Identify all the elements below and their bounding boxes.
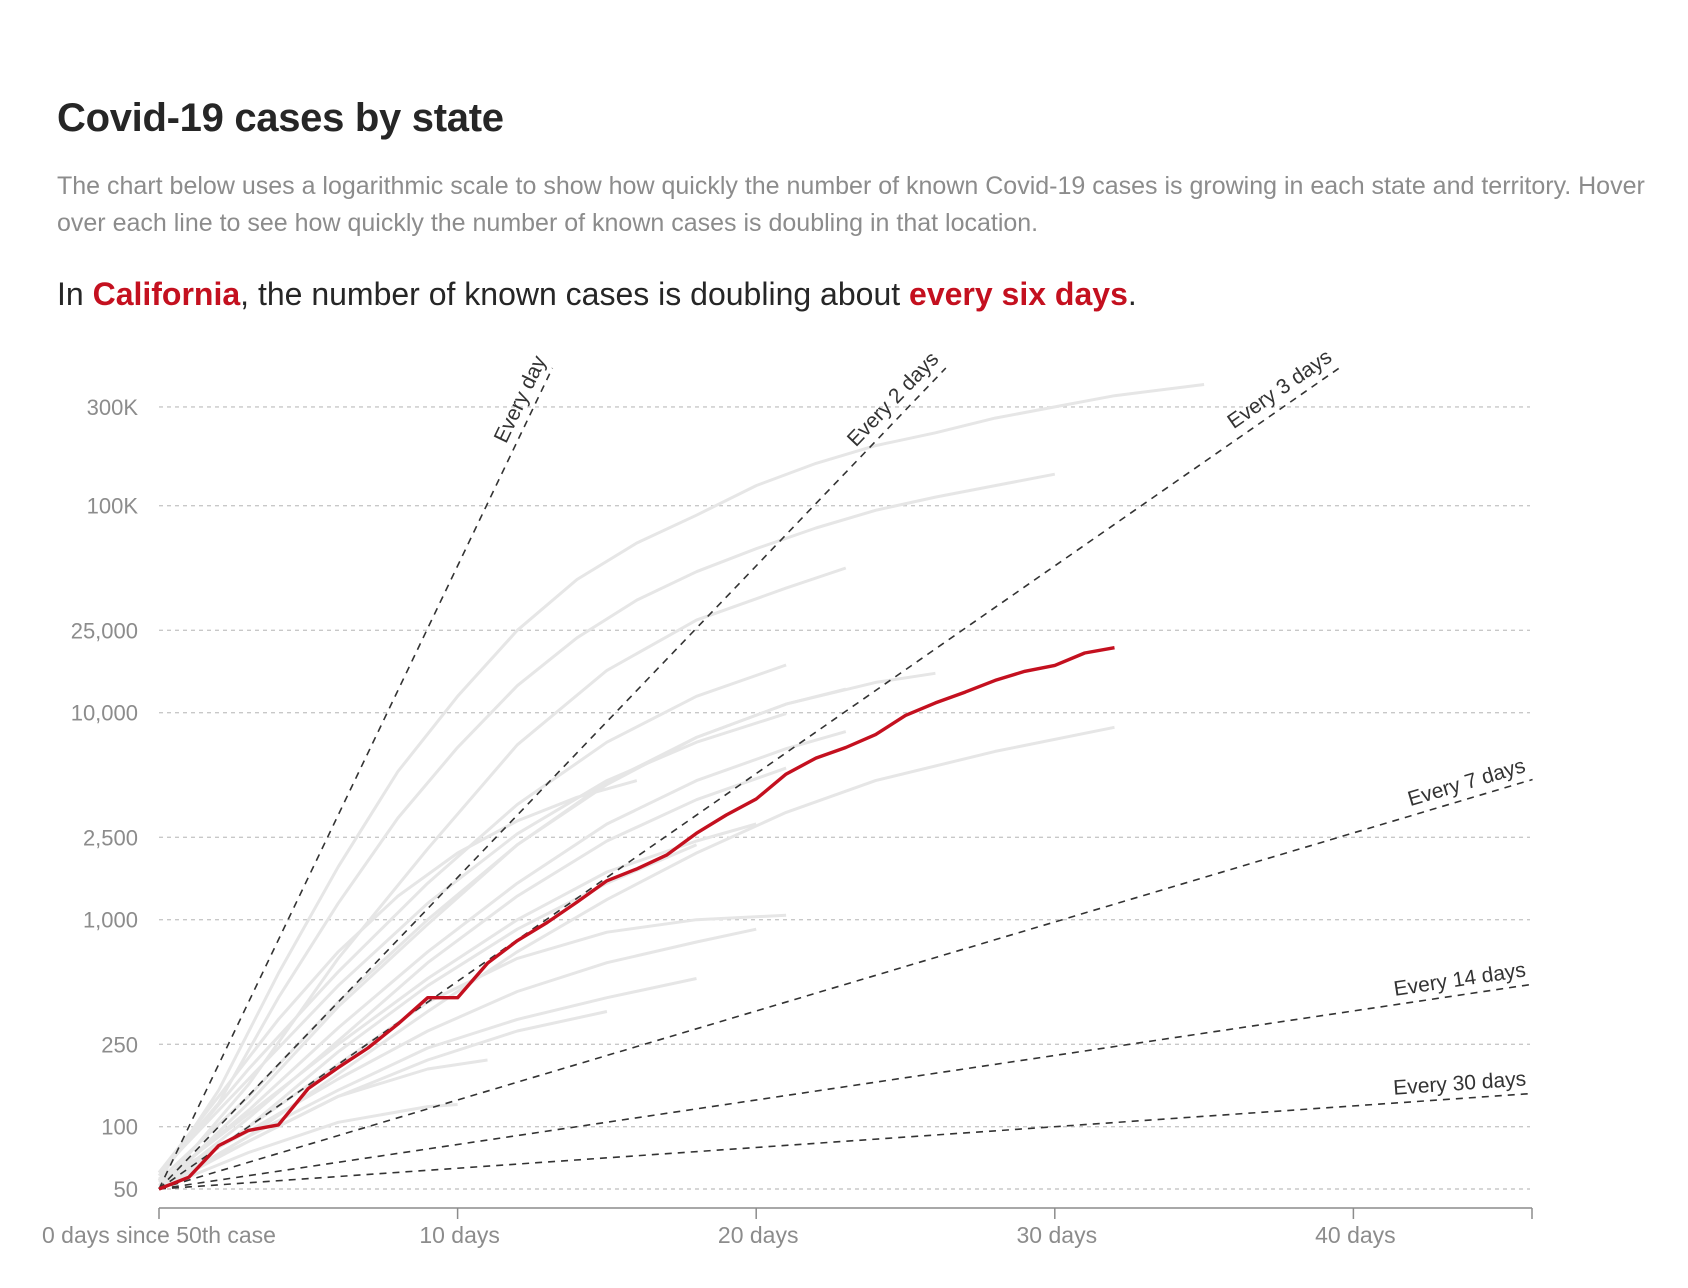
state-line-12[interactable]	[158, 977, 697, 1191]
y-axis-ticks: 50 100 250 1,000 2,500 10,000 25,000 100K 300K	[71, 395, 139, 1202]
x-tick-label-3: 30 days	[1017, 1222, 1098, 1248]
state-line-17[interactable]	[158, 1010, 608, 1191]
y-tick-label-0: 50	[114, 1177, 138, 1202]
state-line-9[interactable]	[158, 725, 1115, 1191]
y-tick-label-3: 1,000	[83, 908, 138, 933]
page-title: Covid-19 cases by state	[57, 96, 504, 140]
state-line-7[interactable]	[158, 766, 787, 1191]
x-tick-label-0: 0 days since 50th case	[42, 1222, 276, 1248]
state-line-1[interactable]	[157, 472, 1056, 1174]
state-line-6[interactable]	[158, 730, 847, 1187]
ref-line-label-3: Every 7 days	[1405, 754, 1528, 811]
y-tick-label-7: 100K	[87, 494, 139, 519]
state-line-5[interactable]	[157, 671, 936, 1182]
state-line-11[interactable]	[158, 927, 757, 1181]
ref-line-label-2: Every 3 days	[1223, 345, 1336, 433]
y-tick-label-2: 250	[101, 1032, 138, 1057]
headline-suffix: .	[1127, 276, 1137, 312]
y-tick-label-6: 25,000	[71, 618, 138, 643]
ref-line-3	[158, 778, 1533, 1190]
chart-description: The chart below uses a logarithmic scale…	[57, 172, 1645, 237]
headline-prefix: In	[57, 276, 93, 312]
ref-line-label-5: Every 30 days	[1393, 1067, 1527, 1099]
state-line-15[interactable]	[157, 712, 787, 1174]
x-axis: 0 days since 50th case 10 days 20 days 30 d…	[42, 1207, 1533, 1248]
state-line-0[interactable]	[157, 383, 1205, 1182]
y-tick-label-8: 300K	[87, 395, 139, 420]
x-tick-label-1: 10 days	[419, 1222, 500, 1248]
state-line-16[interactable]	[157, 779, 638, 1174]
y-tick-label-4: 2,500	[83, 825, 138, 850]
highlight-line-california[interactable]	[158, 646, 1115, 1191]
y-tick-label-5: 10,000	[71, 701, 138, 726]
headline: In California, the number of known cases…	[57, 276, 1137, 313]
highlight-line-group	[158, 646, 1115, 1191]
headline-state[interactable]: California	[92, 276, 241, 312]
state-line-2[interactable]	[157, 566, 847, 1190]
headline-middle: , the number of known cases is doubling …	[240, 276, 910, 312]
ref-line-5	[158, 1092, 1533, 1190]
x-tick-label-4: 40 days	[1315, 1222, 1396, 1248]
x-tick-label-2: 20 days	[718, 1222, 799, 1248]
ref-line-2	[158, 367, 1340, 1190]
ref-line-0	[158, 367, 554, 1190]
ref-line-4	[158, 983, 1533, 1190]
grid-lines	[159, 406, 1530, 1190]
y-tick-label-1: 100	[101, 1115, 138, 1140]
ref-line-label-0: Every day	[490, 352, 551, 447]
headline-rate: every six days	[909, 276, 1128, 312]
